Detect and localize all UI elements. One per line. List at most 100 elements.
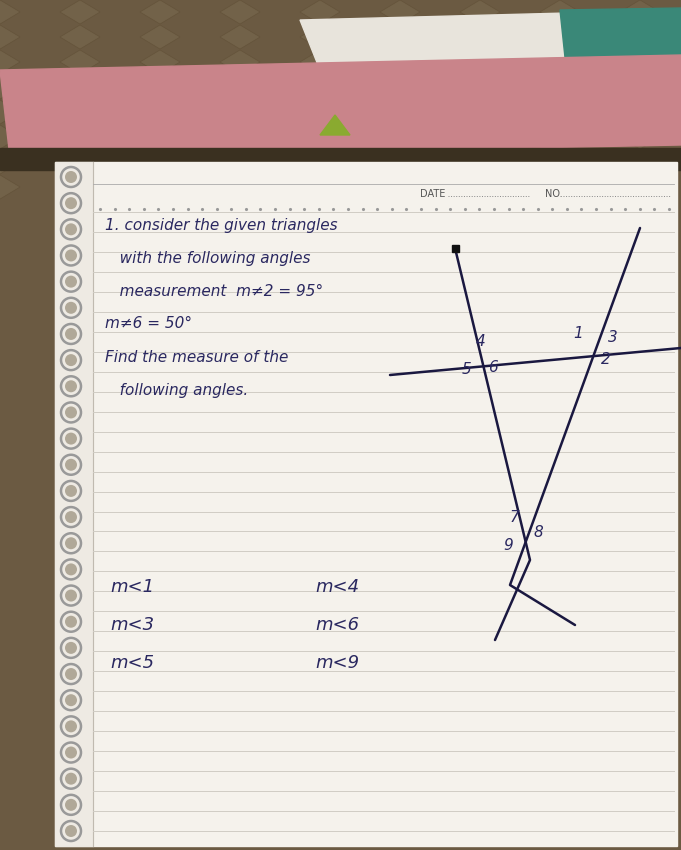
- Polygon shape: [140, 50, 180, 74]
- Circle shape: [65, 746, 77, 758]
- Circle shape: [65, 250, 77, 262]
- Polygon shape: [220, 0, 260, 24]
- Polygon shape: [220, 100, 260, 124]
- Circle shape: [65, 773, 77, 785]
- Polygon shape: [620, 0, 660, 24]
- Polygon shape: [140, 125, 180, 149]
- Circle shape: [65, 642, 77, 654]
- Polygon shape: [300, 125, 340, 149]
- Polygon shape: [0, 100, 20, 124]
- Polygon shape: [300, 0, 340, 24]
- Polygon shape: [0, 0, 20, 24]
- Text: 8: 8: [534, 525, 543, 540]
- Polygon shape: [140, 175, 180, 199]
- Polygon shape: [60, 100, 100, 124]
- Polygon shape: [60, 125, 100, 149]
- Text: 4: 4: [475, 334, 485, 349]
- Polygon shape: [540, 100, 580, 124]
- Polygon shape: [460, 100, 500, 124]
- Text: 7: 7: [509, 510, 520, 525]
- Polygon shape: [220, 50, 260, 74]
- Polygon shape: [460, 175, 500, 199]
- Polygon shape: [460, 75, 500, 99]
- Polygon shape: [220, 75, 260, 99]
- Circle shape: [65, 406, 77, 418]
- Polygon shape: [0, 25, 20, 49]
- Polygon shape: [60, 150, 100, 174]
- Polygon shape: [620, 25, 660, 49]
- Circle shape: [65, 354, 77, 366]
- Polygon shape: [460, 25, 500, 49]
- Circle shape: [65, 224, 77, 235]
- Polygon shape: [140, 100, 180, 124]
- Polygon shape: [540, 50, 580, 74]
- Polygon shape: [620, 175, 660, 199]
- Text: m<4: m<4: [315, 578, 359, 596]
- Circle shape: [65, 720, 77, 733]
- Polygon shape: [620, 100, 660, 124]
- Text: m<6: m<6: [315, 616, 359, 634]
- Polygon shape: [380, 125, 420, 149]
- Bar: [55, 162, 677, 846]
- Circle shape: [65, 459, 77, 471]
- Text: DATE: DATE: [420, 189, 445, 199]
- Polygon shape: [540, 125, 580, 149]
- Bar: [452, 245, 459, 252]
- Polygon shape: [300, 10, 681, 145]
- Circle shape: [65, 380, 77, 393]
- Text: following angles.: following angles.: [105, 382, 249, 398]
- Polygon shape: [0, 175, 20, 199]
- Circle shape: [65, 433, 77, 445]
- Polygon shape: [540, 75, 580, 99]
- Polygon shape: [60, 50, 100, 74]
- Polygon shape: [380, 150, 420, 174]
- Polygon shape: [300, 175, 340, 199]
- Circle shape: [65, 328, 77, 340]
- Text: m<5: m<5: [110, 654, 154, 672]
- Polygon shape: [380, 0, 420, 24]
- Polygon shape: [60, 0, 100, 24]
- Polygon shape: [460, 0, 500, 24]
- Polygon shape: [620, 75, 660, 99]
- Bar: [55, 162, 93, 846]
- Polygon shape: [140, 150, 180, 174]
- Polygon shape: [220, 150, 260, 174]
- Polygon shape: [380, 25, 420, 49]
- Polygon shape: [300, 75, 340, 99]
- Text: with the following angles: with the following angles: [105, 251, 311, 265]
- Polygon shape: [380, 100, 420, 124]
- Polygon shape: [0, 50, 20, 74]
- Polygon shape: [320, 115, 350, 135]
- Polygon shape: [620, 150, 660, 174]
- Circle shape: [65, 694, 77, 706]
- Text: 1. consider the given triangles: 1. consider the given triangles: [105, 218, 338, 233]
- Text: 6: 6: [488, 360, 498, 376]
- Circle shape: [65, 537, 77, 549]
- Polygon shape: [140, 0, 180, 24]
- Text: m<1: m<1: [110, 578, 154, 596]
- Polygon shape: [300, 150, 340, 174]
- Polygon shape: [220, 175, 260, 199]
- Text: m≠6 = 50°: m≠6 = 50°: [105, 316, 192, 332]
- Text: 2: 2: [601, 352, 611, 367]
- Polygon shape: [220, 125, 260, 149]
- Text: m<9: m<9: [315, 654, 359, 672]
- Polygon shape: [140, 25, 180, 49]
- Text: measurement  m≠2 = 95°: measurement m≠2 = 95°: [105, 284, 323, 298]
- Polygon shape: [460, 150, 500, 174]
- Polygon shape: [220, 25, 260, 49]
- Text: 9: 9: [504, 538, 513, 553]
- Circle shape: [65, 171, 77, 183]
- Circle shape: [65, 511, 77, 523]
- Polygon shape: [380, 50, 420, 74]
- Polygon shape: [0, 150, 20, 174]
- Text: 1: 1: [573, 326, 583, 341]
- Polygon shape: [0, 55, 681, 158]
- Polygon shape: [60, 75, 100, 99]
- Text: 5: 5: [462, 362, 471, 377]
- Polygon shape: [540, 25, 580, 49]
- Bar: [0, 148, 681, 170]
- Polygon shape: [0, 125, 20, 149]
- Polygon shape: [140, 75, 180, 99]
- Text: NO.: NO.: [545, 189, 563, 199]
